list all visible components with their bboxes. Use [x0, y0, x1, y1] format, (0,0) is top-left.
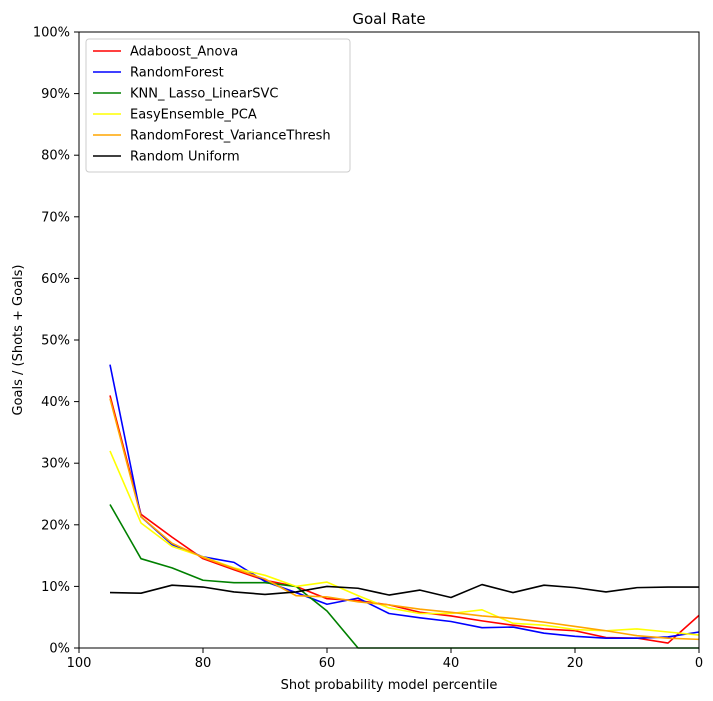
legend-box	[85, 38, 351, 173]
y-tick-label: 70%	[41, 210, 70, 225]
y-tick-label: 90%	[41, 87, 70, 102]
series-line-knn-lasso-linearsvc	[109, 504, 699, 649]
x-axis-ticks: 100 80 60 40 20 0	[67, 648, 703, 671]
series-line-random-uniform	[109, 583, 699, 599]
plot-lines	[109, 364, 700, 649]
y-tick-label: 0%	[49, 642, 70, 657]
y-tick-label: 100%	[33, 26, 70, 41]
x-tick-label: 80	[195, 656, 212, 671]
x-tick-label: 100	[67, 656, 92, 671]
y-tick-label: 20%	[41, 518, 70, 533]
series-line-randomforest-variancethresh	[109, 398, 700, 641]
legend-label: Random Uniform	[130, 150, 240, 165]
series-line-adaboost-anova	[109, 395, 700, 644]
x-tick-label: 0	[695, 656, 703, 671]
y-tick-label: 50%	[41, 334, 70, 349]
y-axis-label: Goals / (Shots + Goals)	[11, 264, 26, 415]
series-line-randomforest	[109, 364, 700, 639]
legend-label: EasyEnsemble_PCA	[130, 108, 257, 123]
chart-title: Goal Rate	[352, 10, 425, 28]
legend-label: RandomForest	[130, 66, 224, 81]
y-tick-label: 60%	[41, 272, 70, 287]
legend: Adaboost_Anova RandomForest KNN_ Lasso_Lin…	[85, 38, 351, 173]
x-tick-label: 60	[319, 656, 336, 671]
y-tick-label: 40%	[41, 395, 70, 410]
legend-label: RandomForest_VarianceThresh	[130, 129, 331, 144]
x-tick-label: 40	[443, 656, 460, 671]
y-axis-ticks: 0% 10% 20% 30% 40% 50% 60% 70% 80% 90% 100%	[33, 26, 79, 657]
y-tick-label: 10%	[41, 580, 70, 595]
y-tick-label: 30%	[41, 457, 70, 472]
y-tick-label: 80%	[41, 149, 70, 164]
x-tick-label: 20	[567, 656, 584, 671]
legend-label: Adaboost_Anova	[130, 45, 238, 60]
legend-label: KNN_ Lasso_LinearSVC	[130, 87, 278, 102]
x-axis-label: Shot probability model percentile	[281, 678, 498, 693]
